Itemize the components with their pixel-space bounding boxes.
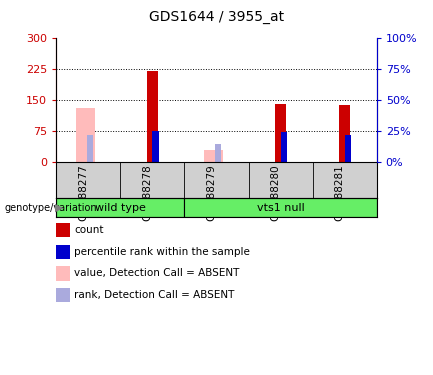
Text: GSM88279: GSM88279: [207, 165, 216, 222]
Bar: [75, 108, 95, 162]
Bar: [147, 70, 158, 162]
Text: wild type: wild type: [95, 202, 146, 213]
Bar: [184, 198, 377, 217]
Text: GSM88277: GSM88277: [78, 165, 88, 222]
Bar: [275, 104, 286, 162]
Text: percentile rank within the sample: percentile rank within the sample: [74, 247, 250, 256]
Text: GDS1644 / 3955_at: GDS1644 / 3955_at: [149, 10, 284, 24]
Text: vts1 null: vts1 null: [257, 202, 304, 213]
Text: GSM88280: GSM88280: [271, 165, 281, 221]
Bar: [87, 135, 93, 162]
Text: rank, Detection Call = ABSENT: rank, Detection Call = ABSENT: [74, 290, 235, 300]
Text: value, Detection Call = ABSENT: value, Detection Call = ABSENT: [74, 268, 240, 278]
Bar: [152, 131, 159, 162]
Bar: [281, 132, 287, 162]
Text: GSM88281: GSM88281: [335, 165, 345, 222]
Text: GSM88278: GSM88278: [142, 165, 152, 222]
Bar: [56, 198, 184, 217]
Text: genotype/variation: genotype/variation: [4, 202, 97, 213]
Text: count: count: [74, 225, 104, 235]
Bar: [345, 135, 351, 162]
Bar: [339, 105, 350, 162]
Bar: [204, 150, 223, 162]
Text: ▶: ▶: [55, 202, 64, 213]
Bar: [215, 144, 221, 162]
